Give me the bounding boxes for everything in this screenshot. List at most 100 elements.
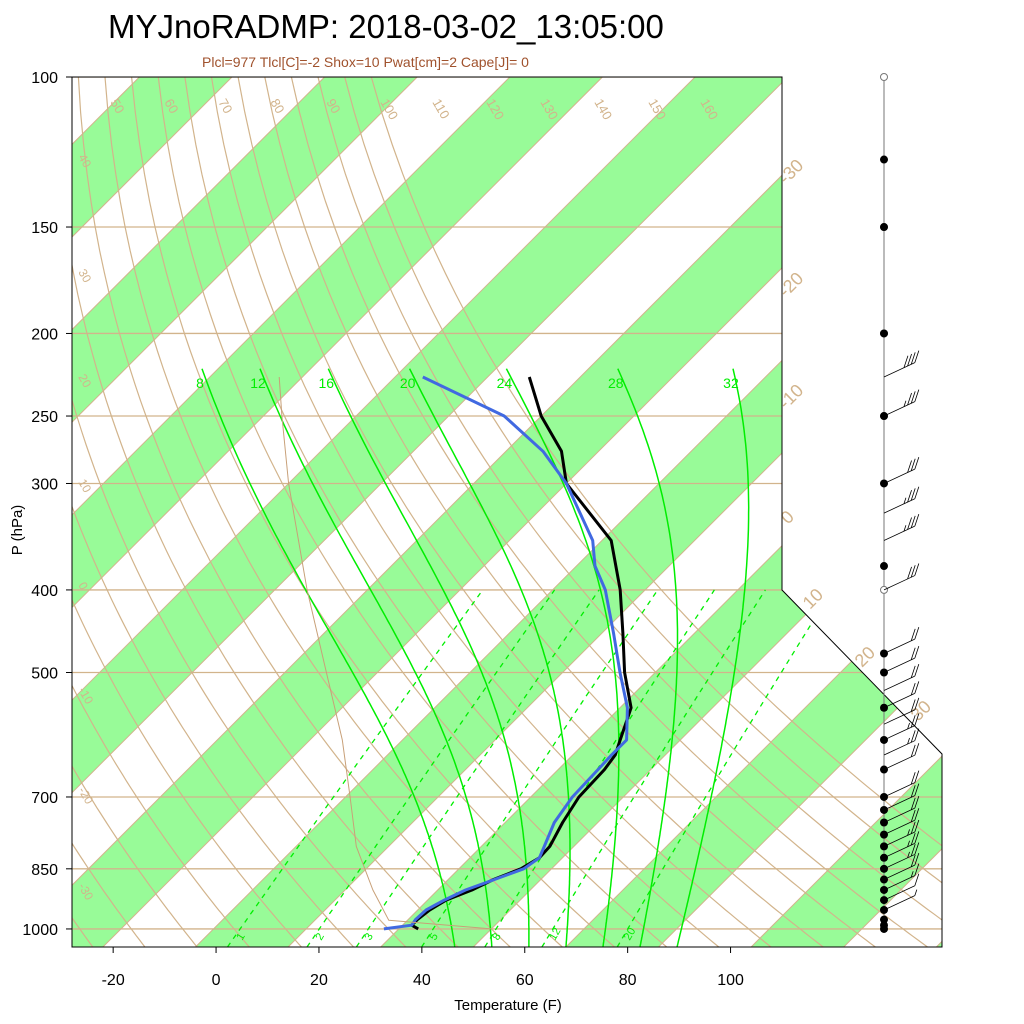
moist-adiabat (327, 368, 530, 947)
dry-adiabat (72, 77, 146, 947)
barb-dot (880, 223, 888, 232)
x-tick-label: 80 (619, 972, 637, 989)
barb-flag (910, 854, 916, 867)
barb-flag (910, 565, 916, 578)
isotherm-line (658, 77, 942, 947)
barb-half-flag (903, 497, 907, 504)
barb-half-flag (903, 400, 907, 407)
moist-adiabat-label: 28 (608, 375, 624, 391)
barb-staff (883, 401, 915, 417)
isotherm-band (72, 77, 788, 947)
barb-staff (883, 754, 915, 770)
barb-staff (883, 740, 915, 756)
chart-title: MYJnoRADMP: 2018-03-02_13:05:00 (108, 8, 664, 45)
wind-barbs (880, 73, 920, 933)
wind-barb (883, 831, 920, 859)
barb-flag (910, 772, 916, 785)
barb-flag (914, 627, 920, 640)
y-tick-label: 1000 (22, 922, 58, 939)
isotherm-label: -20 (775, 268, 808, 301)
x-tick-label: 100 (717, 972, 744, 989)
barb-half-flag (907, 851, 910, 858)
x-axis-label: Temperature (F) (454, 997, 562, 1014)
isotherm-line (72, 77, 603, 947)
barb-flag (914, 486, 920, 499)
isotherm-line (72, 77, 789, 947)
isotherm-line (72, 77, 881, 947)
dry-adiabat (157, 77, 668, 947)
barb-staff (883, 854, 915, 870)
barb-flag (914, 456, 920, 470)
moist-adiabat-label: 12 (250, 375, 266, 391)
y-axis-label: P (hPa) (9, 505, 26, 556)
barb-flag (910, 682, 916, 696)
barb-flag (910, 797, 916, 810)
barb-flag (914, 770, 920, 783)
y-tick-label: 400 (31, 583, 58, 600)
barb-staff (883, 657, 915, 673)
wind-barb (883, 713, 920, 741)
barb-flag (914, 873, 920, 886)
barb-flag (907, 392, 912, 406)
wind-barb (883, 783, 920, 811)
mixing-ratio-line (541, 589, 766, 947)
isotherm-band (565, 77, 942, 947)
dry-adiabat (72, 77, 407, 947)
barb-flag (914, 664, 920, 677)
barb-flag (910, 458, 916, 471)
isotherm-bands (72, 77, 942, 947)
x-tick-label: -20 (102, 972, 125, 989)
isotherm-line (72, 77, 233, 947)
barb-flag (910, 647, 916, 660)
wind-barb (883, 456, 920, 484)
moist-adiabat-label: 16 (319, 375, 335, 391)
barb-flag (914, 863, 920, 876)
y-tick-label: 300 (31, 476, 58, 493)
dry-adiabat (210, 77, 772, 947)
barb-staff (883, 875, 915, 891)
x-tick-label: 60 (516, 972, 534, 989)
dewpoint-profile (383, 375, 629, 931)
moist-adiabat-label: 24 (497, 375, 513, 391)
barb-staff (883, 819, 915, 836)
barb-flag (907, 566, 912, 580)
wind-barb (883, 486, 920, 514)
x-tick-label: 40 (413, 972, 431, 989)
y-tick-label: 850 (31, 862, 58, 879)
barb-half-flag (907, 722, 910, 730)
barb-flag (910, 699, 916, 712)
barb-dot (880, 155, 888, 164)
isotherm-line (565, 77, 942, 947)
wind-barb (883, 514, 920, 541)
mixing-ratio-line (616, 589, 834, 947)
moist-adiabat (505, 368, 620, 947)
barb-flag (910, 785, 916, 798)
barb-dot (880, 921, 888, 930)
barb-flag (907, 353, 912, 367)
dry-adiabat-label: 60 (161, 96, 181, 116)
mixing-ratio-label: 2 (313, 931, 326, 942)
mixing-ratio-label: 8 (490, 931, 503, 942)
barb-flag (910, 744, 916, 758)
dry-adiabat (72, 77, 302, 947)
wind-barb (883, 697, 920, 725)
barb-flag (914, 681, 920, 694)
dry-adiabat-label: 90 (323, 96, 343, 116)
moist-adiabat (201, 368, 456, 947)
wind-barb (883, 796, 920, 823)
dry-adiabat-label: 140 (591, 96, 615, 122)
barb-flag (914, 645, 920, 659)
dry-adiabat (77, 77, 511, 947)
barb-flag (907, 460, 912, 473)
dry-adiabat (72, 77, 198, 947)
isotherm-label: 30 (907, 697, 935, 725)
barb-flag (914, 831, 920, 844)
barb-staff (883, 675, 915, 691)
isotherm-line (750, 77, 942, 947)
moist-adiabat-label: 8 (196, 375, 204, 391)
barb-flag (914, 853, 920, 866)
parcel-profile (278, 376, 492, 930)
barb-flag (914, 514, 920, 527)
dry-adiabat (104, 77, 563, 947)
